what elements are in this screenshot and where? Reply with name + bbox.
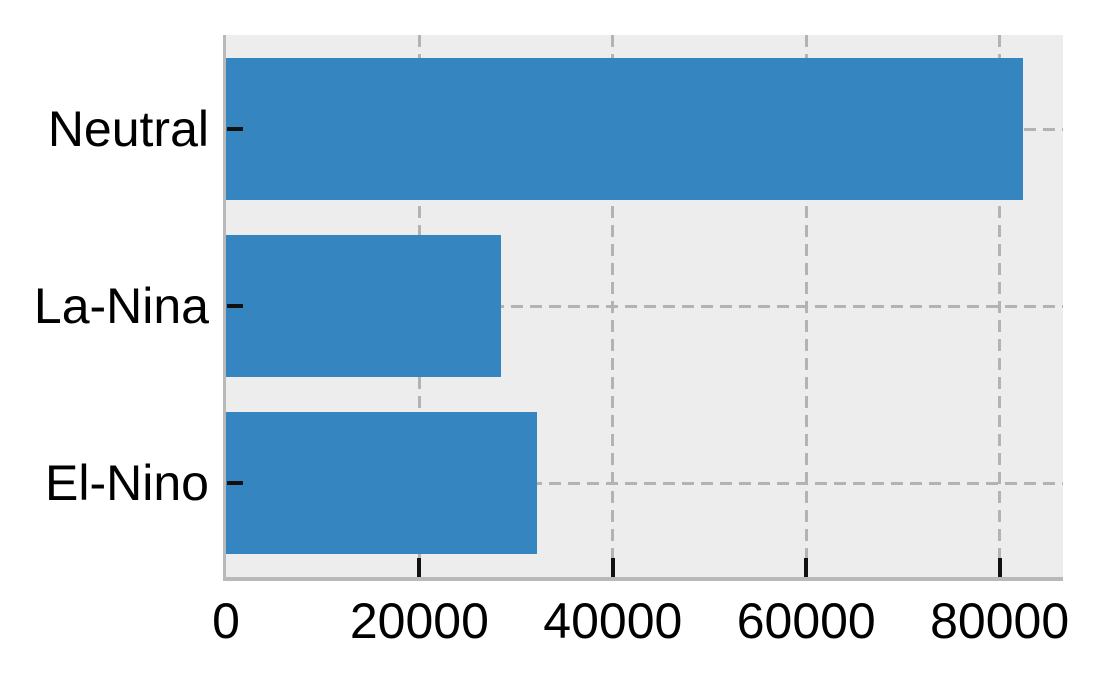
- x-tick-60000: [804, 558, 809, 577]
- y-tick-label-neutral: Neutral: [47, 101, 209, 157]
- bar-neutral: [226, 58, 1023, 200]
- x-tick-label-40000: 40000: [543, 593, 683, 649]
- x-tick-40000: [610, 558, 615, 577]
- x-tick-label-60000: 60000: [736, 593, 876, 649]
- y-gridline-la-nina: [226, 304, 1063, 308]
- bar-la-nina: [226, 235, 501, 377]
- x-tick-80000: [997, 558, 1002, 577]
- x-tick-label-20000: 20000: [349, 593, 489, 649]
- x-tick-label-0: 0: [212, 593, 240, 649]
- x-tick-20000: [417, 558, 422, 577]
- bar-el-nino: [226, 412, 538, 554]
- y-tick-el-nino: [227, 481, 243, 485]
- y-tick-label-la-nina: La-Nina: [33, 278, 209, 334]
- x-tick-label-80000: 80000: [930, 593, 1070, 649]
- bottom-spine: [223, 577, 1063, 581]
- y-gridline-el-nino: [226, 481, 1063, 485]
- y-tick-neutral: [227, 127, 243, 131]
- y-tick-la-nina: [227, 304, 243, 308]
- left-spine: [223, 35, 226, 581]
- y-tick-label-el-nino: El-Nino: [45, 455, 209, 511]
